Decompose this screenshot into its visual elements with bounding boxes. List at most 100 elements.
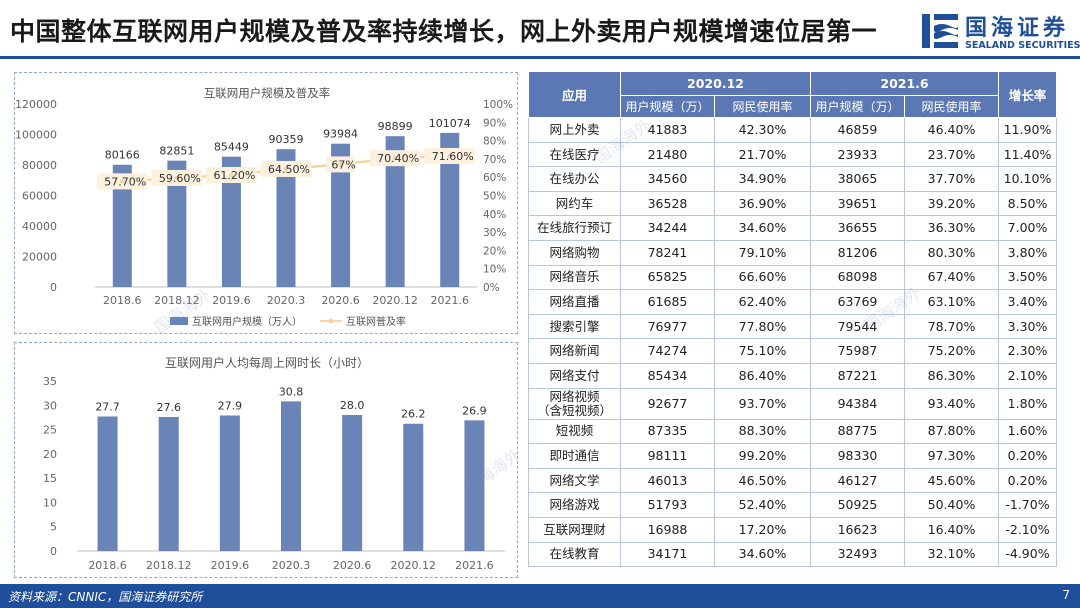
user-scale-chart-panel: 互联网用户规模及普及率 0 20000 40000 60000 80000 100000 12… [14, 72, 518, 334]
users-2021-6-cell: 46859 [810, 117, 905, 143]
x-axis-tick-label: 2020.6 [333, 559, 372, 572]
subheader-rate-2: 网民使用率 [904, 95, 999, 118]
bar-user-scale [112, 164, 132, 287]
users-2020-12-cell: 34560 [620, 166, 715, 192]
app-name-cell: 搜索引擎 [528, 313, 621, 340]
line-point [282, 165, 290, 173]
title-underline [0, 56, 1080, 59]
bar-data-label: 82851 [159, 145, 194, 158]
y-axis-tick-label: 10 [43, 496, 57, 509]
y-axis-tick-label: 5 [50, 521, 57, 534]
growth-rate-cell: 3.30% [998, 313, 1057, 340]
bar-weekly-hours [158, 416, 179, 551]
subheader-rate-1: 网民使用率 [714, 95, 811, 118]
rate-2020-12-cell: 93.70% [714, 387, 811, 420]
col-header-app: 应用 [528, 71, 621, 118]
rate-2020-12-cell: 21.70% [714, 141, 811, 168]
col-header-growth: 增长率 [998, 71, 1057, 118]
y-axis-tick-label: 20 [43, 448, 57, 461]
rate-2020-12-cell: 88.30% [714, 418, 811, 445]
right-axis-tick-label: 60% [483, 172, 506, 184]
line-point [227, 171, 235, 179]
app-name-cell: 在线办公 [528, 166, 621, 192]
legend-bar-swatch [170, 317, 188, 325]
bar-data-label: 28.0 [340, 399, 365, 412]
rate-2021-6-cell: 37.70% [904, 166, 999, 192]
app-name-cell: 网络游戏 [528, 492, 621, 518]
x-axis-tick-label: 2020.3 [272, 559, 311, 572]
growth-rate-cell: 0.20% [998, 467, 1057, 494]
app-name-cell: 互联网理财 [528, 516, 621, 543]
bar-user-scale [276, 149, 296, 287]
x-axis-tick-label: 2018.6 [88, 559, 127, 572]
users-2021-6-cell: 88775 [810, 418, 905, 445]
users-2020-12-cell: 74274 [620, 338, 715, 364]
right-axis-tick-label: 30% [483, 227, 506, 239]
right-axis-tick-label: 80% [483, 136, 506, 148]
users-2020-12-cell: 41883 [620, 117, 715, 143]
rate-2021-6-cell: 46.40% [904, 117, 999, 143]
app-name-cell: 即时通信 [528, 443, 621, 469]
rate-2020-12-cell: 17.20% [714, 516, 811, 543]
users-2020-12-cell: 36528 [620, 190, 715, 217]
rate-2020-12-cell: 34.90% [714, 166, 811, 192]
users-2020-12-cell: 34171 [620, 541, 715, 568]
users-2020-12-cell: 16988 [620, 516, 715, 543]
rate-2021-6-cell: 80.30% [904, 239, 999, 266]
bar-weekly-hours [97, 416, 118, 551]
line-point [391, 154, 399, 162]
legend-bar-label: 互联网用户规模（万人） [192, 315, 302, 328]
growth-rate-cell: 0.20% [998, 443, 1057, 469]
table-row: 网络游戏 51793 52.40% 50925 50.40% -1.70% [528, 492, 1057, 518]
line-data-label: 61.20% [213, 169, 255, 182]
app-usage-table: 应用 2020.12 2021.6 增长率 用户规模（万） 网民使用率 用户规模… [528, 71, 1057, 568]
x-axis-tick-label: 2020.3 [267, 294, 306, 307]
rate-2021-6-cell: 39.20% [904, 190, 999, 217]
line-point [337, 160, 345, 168]
users-2021-6-cell: 87221 [810, 362, 905, 389]
line-data-label: 64.50% [268, 163, 310, 176]
table-row: 网络直播 61685 62.40% 63769 63.10% 3.40% [528, 289, 1057, 315]
bar-weekly-hours [219, 415, 240, 551]
page-number: 7 [1062, 588, 1070, 602]
left-axis-tick-label: 100000 [15, 129, 57, 142]
bar-data-label: 101074 [429, 117, 471, 130]
bar-weekly-hours [464, 420, 485, 551]
users-2021-6-cell: 39651 [810, 190, 905, 217]
col-header-period2: 2021.6 [810, 71, 999, 96]
left-axis-tick-label: 0 [50, 281, 57, 294]
bar-data-label: 26.9 [462, 404, 487, 417]
rate-2021-6-cell: 86.30% [904, 362, 999, 389]
users-2020-12-cell: 92677 [620, 387, 715, 420]
table-row: 互联网理财 16988 17.20% 16623 16.40% -2.10% [528, 516, 1057, 543]
bar-user-scale [331, 143, 351, 287]
app-name-cell: 短视频 [528, 418, 621, 445]
weekly-online-hours-chart-panel: 互联网用户人均每周上网时长（小时） 0 5 10 15 20 25 30 35 27.7 2018.… [14, 342, 518, 578]
line-point [446, 152, 454, 160]
x-axis-tick-label: 2021.6 [430, 294, 469, 307]
logo-chinese-name: 国海证券 [965, 16, 1070, 41]
bar-data-label: 30.8 [279, 385, 304, 398]
line-data-label: 70.40% [377, 152, 419, 165]
app-name-cell: 网络文学 [528, 467, 621, 494]
user-scale-chart: 互联网用户规模及普及率 0 20000 40000 60000 80000 100000 12… [15, 86, 513, 328]
rate-2020-12-cell: 99.20% [714, 443, 811, 469]
line-point [118, 177, 126, 185]
app-name-cell: 网络音乐 [528, 264, 621, 291]
users-2020-12-cell: 34244 [620, 215, 715, 241]
right-axis-tick-label: 100% [483, 99, 513, 111]
bar-weekly-hours [342, 415, 363, 551]
rate-2020-12-cell: 66.60% [714, 264, 811, 291]
bar-data-label: 27.9 [218, 399, 243, 412]
bar-data-label: 80166 [105, 149, 140, 162]
x-axis-tick-label: 2018.12 [154, 294, 200, 307]
bar-weekly-hours [281, 401, 301, 551]
rate-2021-6-cell: 36.30% [904, 215, 999, 241]
app-usage-table-body: 网上外卖 41883 42.30% 46859 46.40% 11.90% 在线医疗 2148… [528, 117, 1057, 568]
weekly-online-hours-chart: 互联网用户人均每周上网时长（小时） 0 5 10 15 20 25 30 35 27.7 2018.… [43, 355, 505, 572]
users-2021-6-cell: 16623 [810, 516, 905, 543]
footer-bar: 资料来源：CNNIC，国海证券研究所 7 [0, 584, 1080, 608]
bar-user-scale [440, 132, 460, 287]
rate-2020-12-cell: 52.40% [714, 492, 811, 518]
rate-2020-12-cell: 75.10% [714, 338, 811, 364]
